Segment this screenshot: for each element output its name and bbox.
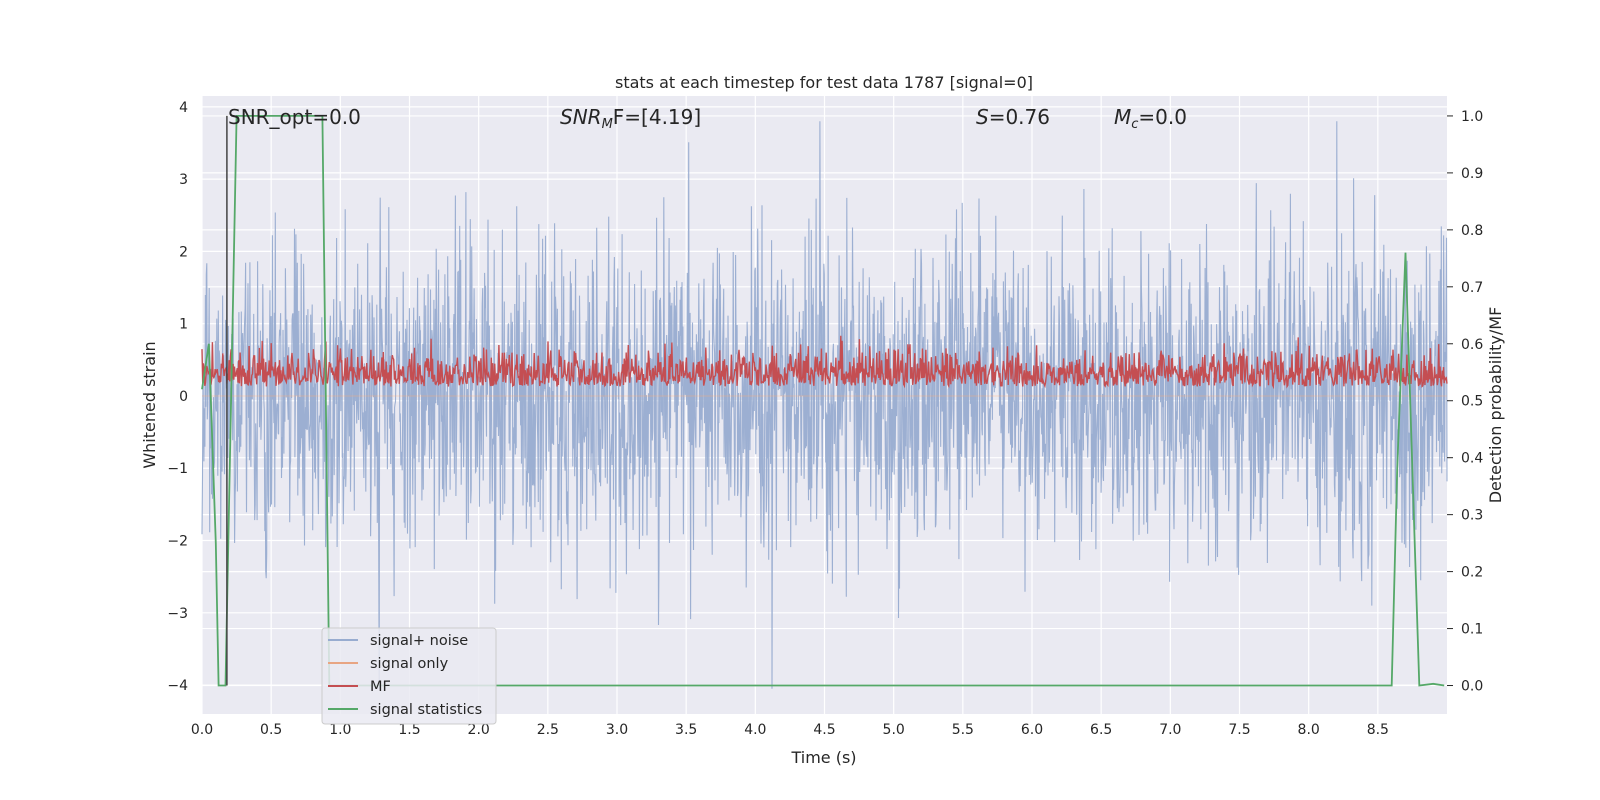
legend-label-stats: signal statistics: [370, 702, 482, 718]
y-tick-label-right: 0.4: [1461, 451, 1483, 467]
legend-label-noise: signal+ noise: [370, 633, 468, 649]
y-tick-label-right: 0.9: [1461, 166, 1483, 182]
y-tick-label-left: 3: [179, 172, 188, 188]
x-tick-label: 8.5: [1367, 722, 1389, 738]
y-tick-label-right: 0.1: [1461, 622, 1483, 638]
series-line-signal-plus-noise: [201, 121, 1448, 689]
y-tick-label-left: 2: [179, 244, 188, 260]
y-tick-label-left: −1: [167, 461, 188, 477]
y-tick-label-left: 0: [179, 389, 188, 405]
y-tick-label-right: 0.2: [1461, 565, 1483, 581]
legend-label-mf: MF: [370, 679, 391, 695]
x-tick-label: 5.5: [952, 722, 974, 738]
y-tick-label-right: 0.7: [1461, 280, 1483, 296]
x-tick-label: 0.5: [260, 722, 282, 738]
x-tick-label: 4.0: [744, 722, 766, 738]
y-tick-label-left: 4: [179, 100, 188, 116]
y-tick-label-left: 1: [179, 317, 188, 333]
annotation-snr-opt: SNR_opt=0.0: [228, 105, 361, 129]
series-signal-plus-noise: [201, 121, 1448, 689]
x-tick-labels: 0.0 0.5 1.0 1.5 2.0 2.5 3.0 3.5 4.0 4.5 5.0 5.5 6.0 6…: [191, 722, 1389, 738]
y-tick-label-left: −2: [167, 534, 188, 550]
x-tick-label: 7.0: [1159, 722, 1181, 738]
y-axis-label-left: Whitened strain: [140, 341, 159, 468]
y-tick-labels-right: 0.0 0.1 0.2 0.3 0.4 0.5 0.6 0.7 0.8 0.9 1.0: [1447, 109, 1483, 695]
x-tick-label: 1.5: [398, 722, 420, 738]
legend-box: [321, 627, 497, 725]
x-tick-label: 4.5: [813, 722, 835, 738]
annotation-snr-mf: SNRMF=[4.19]: [560, 105, 701, 132]
x-tick-label: 6.5: [1090, 722, 1112, 738]
x-tick-label: 0.0: [191, 722, 213, 738]
x-tick-label: 3.5: [675, 722, 697, 738]
x-axis-label: Time (s): [790, 748, 856, 767]
series-line-mf: [201, 335, 1448, 390]
legend: signal+ noise signal only MF signal stat…: [321, 627, 497, 725]
y-tick-label-right: 0.6: [1461, 337, 1483, 353]
y-tick-label-right: 0.3: [1461, 508, 1483, 524]
legend-label-signal: signal only: [370, 656, 449, 672]
grid: [201, 96, 1447, 714]
series-mf: [201, 335, 1448, 390]
x-tick-label: 1.0: [329, 722, 351, 738]
y-tick-label-left: −3: [167, 606, 188, 622]
annotation-s: S=0.76: [976, 105, 1050, 129]
y-tick-label-right: 0.5: [1461, 394, 1483, 410]
x-tick-label: 5.0: [883, 722, 905, 738]
y-tick-labels-left: −4 −3 −2 −1 0 1 2 3 4: [167, 100, 188, 694]
y-axis-label-right: Detection probability/MF: [1486, 307, 1505, 504]
x-tick-label: 2.0: [468, 722, 490, 738]
x-tick-label: 7.5: [1228, 722, 1250, 738]
x-tick-label: 2.5: [537, 722, 559, 738]
annotation-mc: Mc=0.0: [1114, 105, 1187, 132]
y-tick-label-right: 0.0: [1461, 679, 1483, 695]
y-tick-label-right: 0.8: [1461, 223, 1483, 239]
x-tick-label: 8.0: [1298, 722, 1320, 738]
x-tick-label: 6.0: [1021, 722, 1043, 738]
chart-title: stats at each timestep for test data 178…: [615, 73, 1033, 92]
y-tick-label-right: 1.0: [1461, 109, 1483, 125]
y-tick-label-left: −4: [167, 678, 188, 694]
x-tick-label: 3.0: [606, 722, 628, 738]
